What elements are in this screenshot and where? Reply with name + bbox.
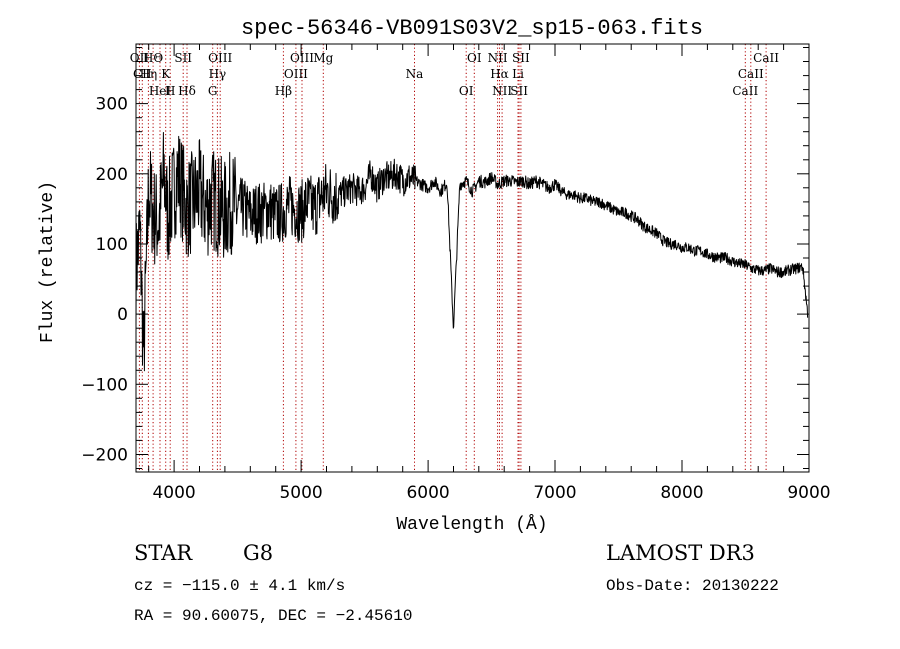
marker-label: OIII [284, 67, 308, 81]
spectrum-line [135, 132, 809, 372]
y-tick-label: 100 [96, 235, 128, 255]
coordinates-text: RA = 90.60075, DEC = −2.45610 [134, 607, 412, 625]
y-tick-label: 0 [117, 305, 128, 325]
marker-label: H [165, 84, 175, 98]
marker-label: SII [510, 84, 528, 98]
marker-label: OI [467, 51, 482, 65]
y-tick-label: −100 [81, 375, 128, 395]
marker-label: CII [133, 67, 152, 81]
spectrum-series [135, 132, 809, 372]
y-axis-label: Flux (relative) [38, 181, 58, 343]
obs-date: Obs-Date: 20130222 [606, 577, 779, 595]
y-tick-label: 300 [96, 95, 128, 115]
marker-labels: HΘ K Hδ OII CII HeI SII Hη H OIII Hγ G OIII OIII Hβ Mg N… [130, 51, 780, 98]
marker-label: Li [512, 67, 524, 81]
y-tick-label: −200 [81, 446, 128, 466]
y-tick-label: 200 [96, 165, 128, 185]
marker-label: CaII [732, 84, 758, 98]
marker-label: Na [406, 67, 424, 81]
line-markers [138, 44, 767, 472]
redshift-text: cz = −115.0 ± 4.1 km/s [134, 577, 345, 595]
x-tick-label: 8000 [660, 483, 703, 503]
x-tick-label: 5000 [279, 483, 322, 503]
marker-label: OIII [208, 51, 232, 65]
axis-ticks: 4000 5000 6000 7000 8000 9000 −200 −100 0 100 200 3… [81, 44, 831, 503]
marker-label: CaII [753, 51, 779, 65]
chart-title: spec-56346-VB091S03V2_sp15-063.fits [241, 16, 703, 41]
marker-label: Hγ [209, 67, 227, 81]
marker-label: Hη [140, 67, 158, 81]
marker-label: SII [512, 51, 530, 65]
x-tick-label: 9000 [787, 483, 830, 503]
x-tick-label: 4000 [152, 483, 195, 503]
marker-label: Mg [313, 51, 333, 65]
survey-name: LAMOST DR3 [606, 541, 755, 565]
marker-label: Hδ [178, 84, 196, 98]
marker-label: G [208, 84, 218, 98]
marker-label: NII [488, 51, 508, 65]
marker-label: Hα [490, 67, 509, 81]
x-tick-label: 6000 [406, 483, 449, 503]
spectral-subclass: G8 [243, 541, 273, 565]
object-class: STAR [134, 541, 193, 565]
marker-label: NII [492, 84, 512, 98]
marker-label: HΘ [143, 51, 163, 65]
marker-label: CaII [738, 67, 764, 81]
marker-label: K [161, 67, 171, 81]
x-axis-label: Wavelength (Å) [396, 514, 547, 535]
marker-label: SII [174, 51, 192, 65]
marker-label: Hβ [275, 84, 292, 98]
marker-label: OII [130, 51, 150, 65]
marker-label: HeI [149, 84, 172, 98]
x-tick-label: 7000 [533, 483, 576, 503]
marker-label: OIII [290, 51, 314, 65]
marker-label: OI [459, 84, 474, 98]
